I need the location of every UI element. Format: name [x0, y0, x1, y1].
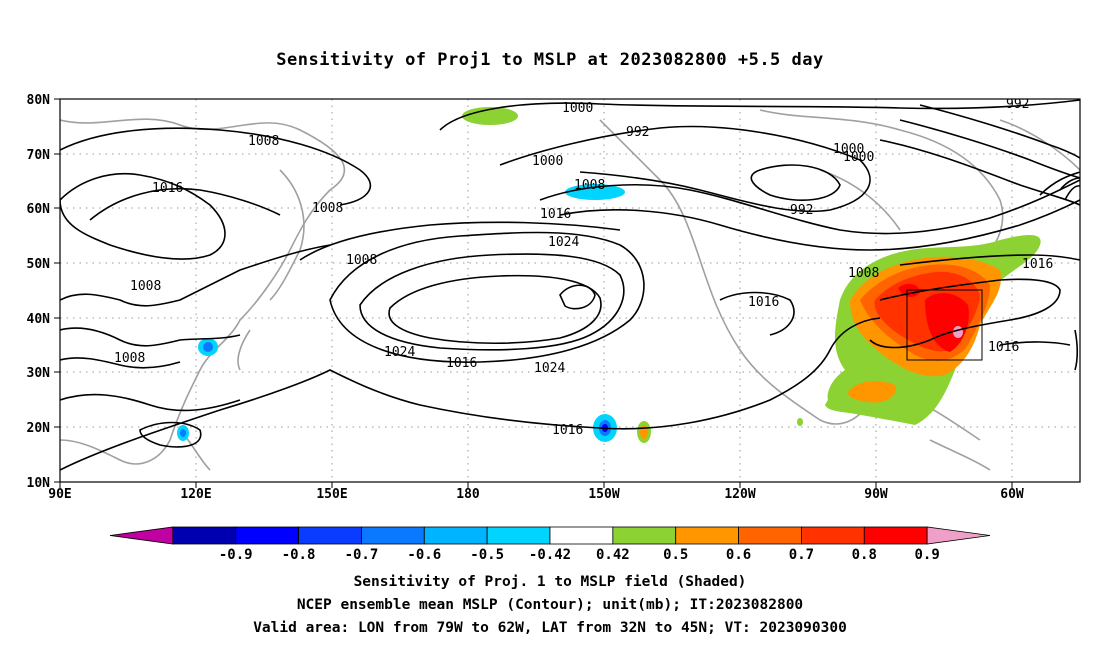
lat-label: 50N — [27, 257, 51, 272]
map-title: Sensitivity of Proj1 to MSLP at 20230828… — [276, 50, 824, 70]
contour-label: 1016 — [446, 356, 477, 371]
colorbar-label: 0.5 — [663, 547, 688, 563]
colorbar-label: -0.9 — [219, 547, 253, 563]
lon-label: 150W — [588, 487, 619, 502]
lon-label: 60W — [1000, 487, 1024, 502]
contour-label: 1008 — [346, 253, 377, 268]
latitude-labels: 80N 70N 60N 50N 40N 30N 20N 10N — [27, 93, 51, 491]
contour-label: 1008 — [248, 134, 279, 149]
contour-label: 992 — [626, 125, 649, 140]
contour-label: 1016 — [540, 207, 571, 222]
colorbar-segment — [172, 526, 237, 545]
colorbar-label: -0.5 — [470, 547, 504, 563]
plot-frame — [59, 98, 1081, 483]
lat-label: 40N — [27, 312, 51, 327]
contour-label: 1000 — [562, 101, 593, 116]
colorbar-label: 0.6 — [726, 547, 751, 563]
colorbar-segment — [486, 526, 551, 545]
colorbar-labels: -0.9 -0.8 -0.7 -0.6 -0.5 -0.42 0.42 0.5 0.6 0.7 0.… — [219, 547, 940, 563]
colorbar-label: 0.42 — [596, 547, 630, 563]
contour-label: 1008 — [130, 279, 161, 294]
contour-label: 1016 — [552, 423, 583, 438]
lon-label: 120E — [180, 487, 211, 502]
lon-label: 90W — [864, 487, 888, 502]
colorbar-label: 0.9 — [914, 547, 939, 563]
colorbar-segment — [801, 526, 865, 545]
lon-label: 150E — [316, 487, 347, 502]
lon-label: 90E — [48, 487, 71, 502]
colorbar-segment — [423, 526, 488, 545]
colorbar — [109, 526, 991, 545]
contour-label: 1024 — [548, 235, 579, 250]
contour-label: 1008 — [574, 178, 605, 193]
colorbar-segment — [298, 526, 362, 545]
colorbar-label: -0.6 — [407, 547, 441, 563]
contour-label: 1008 — [848, 266, 879, 281]
lon-label: 180 — [456, 487, 480, 502]
colorbar-segment — [361, 526, 425, 545]
contour-label: 1016 — [748, 295, 779, 310]
colorbar-label: 0.7 — [789, 547, 814, 563]
footer-line-2: NCEP ensemble mean MSLP (Contour); unit(… — [296, 597, 804, 613]
colorbar-end-low — [109, 526, 174, 545]
colorbar-segment — [863, 526, 928, 545]
lat-label: 60N — [27, 202, 51, 217]
lat-label: 20N — [27, 421, 51, 436]
longitude-labels: 90E 120E 150E 180 150W 120W 90W 60W — [48, 487, 1024, 502]
contour-label: 1016 — [152, 181, 183, 196]
contour-label: 1024 — [534, 361, 565, 376]
colorbar-segment — [549, 526, 614, 545]
lat-label: 10N — [27, 476, 51, 491]
lat-label: 80N — [27, 93, 51, 108]
colorbar-segment — [235, 526, 299, 545]
colorbar-end-high — [926, 526, 991, 545]
colorbar-label: -0.42 — [529, 547, 571, 563]
contour-label: 1024 — [384, 345, 415, 360]
contour-label: 1016 — [1022, 257, 1053, 272]
contour-label: 1000 — [833, 142, 864, 157]
contour-labels: 1000 992 992 1000 1000 1008 1016 1008 10… — [114, 97, 1053, 438]
lon-label: 120W — [724, 487, 755, 502]
axis-ticks — [54, 98, 1013, 488]
contour-label: 1000 — [532, 154, 563, 169]
contour-label: 1008 — [312, 201, 343, 216]
lat-label: 30N — [27, 366, 51, 381]
contour-label: 992 — [1006, 97, 1029, 112]
colorbar-segment — [612, 526, 677, 545]
lat-label: 70N — [27, 148, 51, 163]
contour-label: 1008 — [114, 351, 145, 366]
colorbar-label: -0.7 — [345, 547, 379, 563]
colorbar-label: -0.8 — [282, 547, 316, 563]
colorbar-label: 0.8 — [852, 547, 877, 563]
colorbar-segment — [738, 526, 802, 545]
contour-label: 1016 — [988, 340, 1019, 355]
colorbar-segment — [675, 526, 739, 545]
contour-label: 1000 — [843, 150, 874, 165]
contour-label: 992 — [790, 203, 813, 218]
footer-line-1: Sensitivity of Proj. 1 to MSLP field (Sh… — [353, 574, 747, 590]
mslp-contours — [60, 99, 1080, 471]
footer-line-3: Valid area: LON from 79W to 62W, LAT fro… — [253, 620, 847, 636]
